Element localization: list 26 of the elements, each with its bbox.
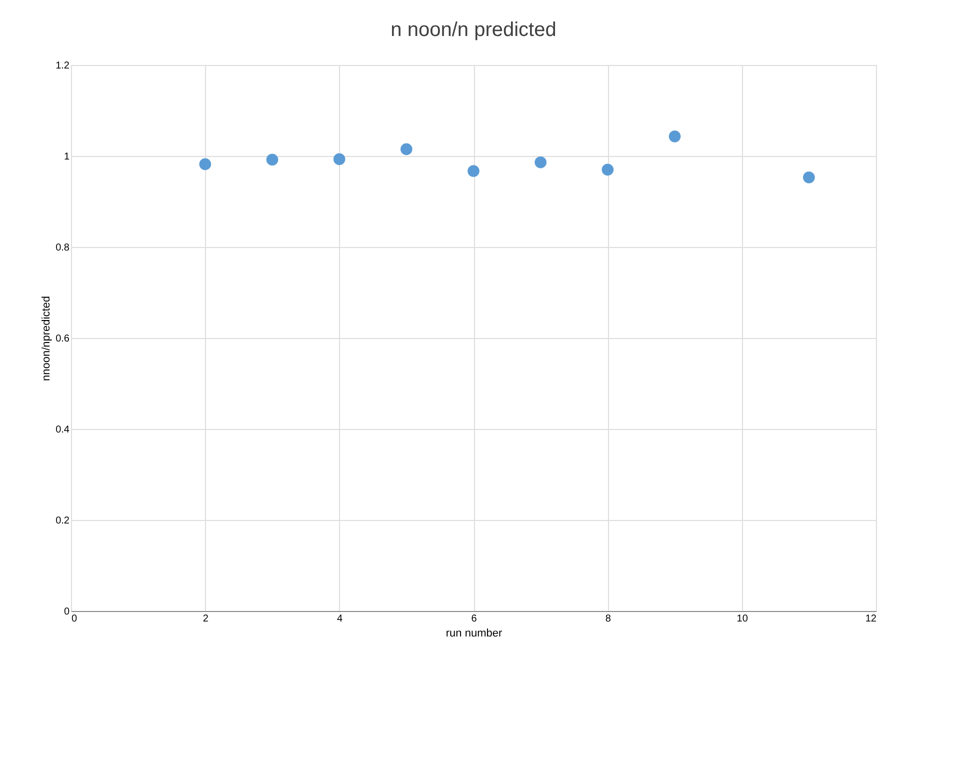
y-tick-label: 1 bbox=[64, 152, 70, 162]
point bbox=[199, 158, 212, 170]
x-tick-label: 4 bbox=[337, 614, 344, 624]
y-tick-label: 0.6 bbox=[56, 334, 70, 344]
y-tick-label: 0.4 bbox=[56, 424, 70, 436]
y-tick-label: 0 bbox=[64, 606, 70, 618]
x-tick-label: 2 bbox=[202, 614, 209, 624]
point bbox=[602, 164, 614, 176]
x-tick-label: 10 bbox=[736, 614, 748, 624]
y-tick-label: 1.2 bbox=[56, 60, 70, 72]
x-tick-label: 6 bbox=[471, 614, 478, 624]
point bbox=[803, 171, 815, 184]
y-tick-label: 0.2 bbox=[56, 516, 70, 526]
point bbox=[333, 153, 346, 166]
point bbox=[400, 143, 412, 156]
y-axis-title: nnoon/npredicted bbox=[40, 296, 53, 382]
x-tick-label: 0 bbox=[72, 614, 78, 624]
y-tick-label: 0.8 bbox=[56, 242, 70, 254]
point bbox=[468, 165, 480, 177]
x-tick-label: 8 bbox=[605, 614, 612, 624]
x-tick-label: 12 bbox=[865, 614, 877, 624]
chart-title: n noon/n predicted bbox=[390, 19, 556, 41]
point bbox=[668, 130, 681, 142]
point bbox=[266, 154, 278, 166]
x-axis-title: run number bbox=[446, 628, 502, 640]
point bbox=[534, 156, 546, 168]
